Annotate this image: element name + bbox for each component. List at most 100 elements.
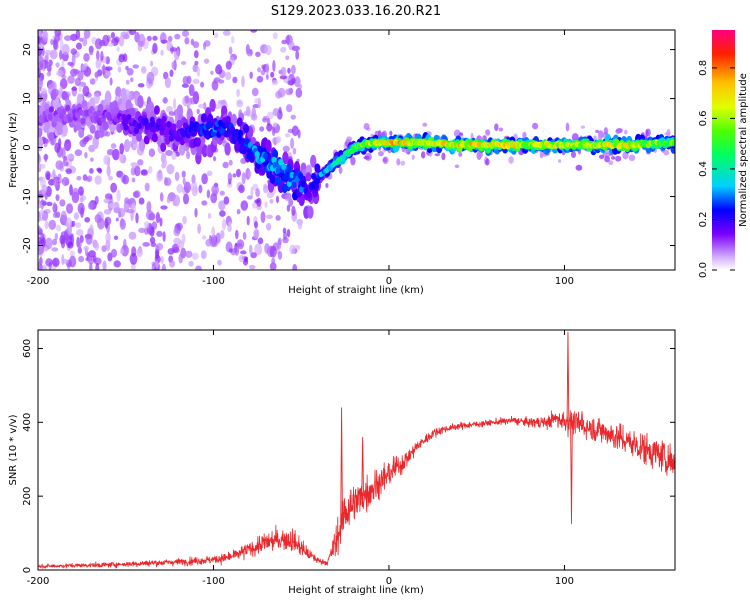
spectrogram-noise-cell bbox=[254, 229, 259, 239]
spectrogram-noise-cell bbox=[67, 241, 74, 249]
spectrogram-noise-cell bbox=[83, 245, 89, 251]
spectrogram-noise-cell bbox=[77, 70, 84, 81]
spectrogram-noise-cell bbox=[103, 155, 111, 165]
spectrogram-noise-cell bbox=[459, 132, 463, 136]
spectrogram-ridge-cell bbox=[671, 140, 675, 146]
spectrogram-ridge-cell bbox=[194, 137, 201, 147]
spectrogram-noise-cell bbox=[182, 30, 189, 37]
spectrogram-noise-cell bbox=[173, 98, 177, 110]
spectrogram-noise-cell bbox=[292, 147, 297, 155]
spectrogram-ridge-cell bbox=[314, 177, 321, 185]
spectrogram-noise-cell bbox=[595, 129, 599, 133]
spectrogram-noise-cell bbox=[42, 264, 47, 270]
spectrogram-noise-cell bbox=[51, 247, 59, 252]
spectrogram-noise-cell bbox=[263, 185, 269, 194]
spectrogram-noise-cell bbox=[72, 187, 80, 200]
spectrogram-noise-cell bbox=[110, 143, 117, 149]
spectrogram-noise-cell bbox=[277, 239, 282, 250]
spectrogram-noise-cell bbox=[79, 235, 84, 243]
spectrogram-noise-cell bbox=[200, 250, 207, 260]
spectrogram-y-ticks: -20 -10 0 10 20 bbox=[22, 43, 675, 254]
spectrogram-noise-cell bbox=[137, 159, 144, 166]
spectrogram-noise-cell bbox=[363, 123, 370, 130]
spectrogram-noise-cell bbox=[52, 212, 58, 218]
spectrogram-noise-cell bbox=[291, 64, 296, 75]
spectrogram-noise-cell bbox=[115, 86, 122, 98]
spectrogram-noise-cell bbox=[118, 152, 124, 163]
spectrogram-ridge-cell bbox=[133, 127, 139, 134]
spectrogram-x-tick-label: -200 bbox=[27, 276, 50, 287]
spectrogram-noise-cell bbox=[50, 82, 56, 91]
spectrogram-noise-cell bbox=[38, 46, 43, 57]
spectrogram-noise-cell bbox=[102, 260, 107, 270]
spectrogram-noise-cell bbox=[272, 122, 277, 128]
spectrogram-noise-cell bbox=[55, 160, 64, 170]
spectrogram-noise-cell bbox=[38, 231, 42, 236]
spectrogram-noise-cell bbox=[81, 64, 87, 71]
spectrogram-noise-cell bbox=[94, 175, 102, 185]
spectrogram-noise-cell bbox=[105, 71, 112, 77]
spectrogram-noise-cell bbox=[108, 175, 113, 181]
spectrogram-noise-cell bbox=[238, 109, 243, 120]
spectrogram-ridge-cell bbox=[78, 128, 85, 138]
spectrogram-noise-cell bbox=[411, 154, 415, 160]
spectrogram-ridge-cell bbox=[61, 90, 68, 101]
spectrogram-noise-cell bbox=[236, 100, 244, 108]
spectrogram-noise-cell bbox=[604, 155, 610, 163]
spectrogram-ridge-cell bbox=[48, 132, 55, 142]
spectrogram-noise-cell bbox=[46, 65, 52, 72]
spectrogram-noise-cell bbox=[603, 127, 609, 135]
spectrogram-noise-cell bbox=[50, 39, 54, 46]
spectrogram-noise-cell bbox=[78, 241, 82, 249]
spectrogram-noise-cell bbox=[144, 221, 150, 229]
spectrogram-ridge-cell bbox=[224, 142, 231, 156]
spectrogram-noise-cell bbox=[45, 170, 51, 181]
spectrogram-noise-cell bbox=[184, 95, 190, 104]
spectrogram-noise-cell bbox=[82, 174, 88, 181]
spectrogram-noise-cell bbox=[164, 177, 172, 187]
spectrogram-ridge-cell bbox=[164, 128, 170, 136]
spectrogram-noise-cell bbox=[125, 79, 130, 85]
spectrogram-noise-cell bbox=[215, 103, 221, 110]
spectrogram-noise-cell bbox=[227, 172, 233, 183]
spectrogram-noise-cell bbox=[77, 247, 83, 254]
spectrogram-noise-cell bbox=[265, 63, 270, 75]
spectrogram-noise-cell bbox=[269, 199, 274, 204]
spectrogram-noise-cell bbox=[55, 62, 60, 68]
spectrogram-ridge-cell bbox=[102, 121, 109, 131]
spectrogram-noise-cell bbox=[272, 108, 280, 117]
spectrogram-ridge-cell bbox=[121, 113, 127, 121]
spectrogram-ridge-cell bbox=[56, 107, 62, 114]
spectrogram-noise-cell bbox=[146, 35, 152, 42]
spectrogram-noise-cell bbox=[217, 259, 222, 266]
spectrogram-noise-cell bbox=[183, 181, 191, 194]
spectrogram-noise-cell bbox=[277, 87, 286, 98]
spectrogram-ridge-cell bbox=[200, 113, 207, 123]
spectrogram-noise-cell bbox=[132, 191, 140, 198]
spectrogram-noise-cell bbox=[611, 156, 616, 160]
spectrogram-noise-cell bbox=[61, 254, 65, 266]
spectrogram-noise-cell bbox=[135, 212, 139, 224]
spectrogram-noise-cell bbox=[192, 78, 200, 85]
spectrogram-noise-cell bbox=[219, 190, 225, 196]
snr-x-label: Height of straight line (km) bbox=[288, 585, 424, 596]
snr-series-line bbox=[38, 410, 675, 570]
spectrogram-noise-cell bbox=[103, 198, 111, 204]
spectrogram-noise-cell bbox=[289, 244, 296, 255]
spectrogram-noise-cell bbox=[129, 253, 138, 265]
spectrogram-noise-cell bbox=[275, 135, 282, 144]
spectrogram-x-tick-label: -100 bbox=[202, 276, 225, 287]
spectrogram-noise-cell bbox=[48, 179, 55, 186]
spectrogram-noise-cell bbox=[53, 39, 58, 50]
spectrogram-noise-cell bbox=[82, 85, 90, 97]
spectrogram-noise-cell bbox=[280, 46, 287, 53]
snr-panel: -200 -100 0 100 0 200 400 600 Height of straig… bbox=[8, 329, 676, 596]
spectrogram-noise-cell bbox=[76, 42, 82, 50]
spectrogram-noise-cell bbox=[126, 68, 134, 76]
spectrogram-noise-cell bbox=[599, 154, 605, 159]
spectrogram-noise-cell bbox=[93, 257, 102, 265]
spectrogram-noise-cell bbox=[176, 222, 183, 231]
colorbar-tick-label: 0.2 bbox=[698, 212, 709, 228]
spectrogram-noise-cell bbox=[188, 260, 194, 267]
spectrogram-noise-cell bbox=[105, 66, 113, 71]
